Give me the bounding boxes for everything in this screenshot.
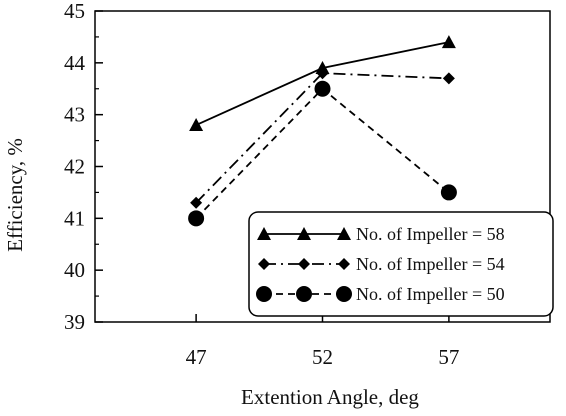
data-point-diamond <box>316 67 329 80</box>
legend-box <box>248 211 554 317</box>
y-tick-label: 45 <box>64 0 85 23</box>
data-point-triangle <box>441 35 456 49</box>
y-tick-label: 40 <box>64 258 85 282</box>
y-tick-label: 43 <box>64 103 85 127</box>
legend-marker-circle <box>336 286 352 302</box>
x-axis-title: Extention Angle, deg <box>241 385 419 409</box>
series-line <box>195 72 449 204</box>
y-tick-label: 41 <box>64 206 85 230</box>
axes: 39 40 41 42 43 44 45 47 52 57 <box>64 0 551 369</box>
y-tick-label: 44 <box>64 51 86 75</box>
series-layer <box>188 35 457 227</box>
legend: No. of Impeller = 58 No. of Impeller = 54… <box>248 211 554 317</box>
legend-item: No. of Impeller = 54 <box>258 254 505 274</box>
legend-marker-diamond <box>258 258 270 270</box>
series-diamond <box>190 67 455 209</box>
data-point-diamond <box>190 196 203 209</box>
legend-label: No. of Impeller = 58 <box>356 224 505 244</box>
data-point-circle <box>440 184 457 201</box>
legend-marker-diamond <box>338 258 350 270</box>
data-point-circle <box>314 80 331 97</box>
legend-item: No. of Impeller = 58 <box>257 224 505 244</box>
data-point-triangle <box>189 118 204 132</box>
legend-marker-triangle <box>297 227 311 240</box>
y-tick-label: 39 <box>64 310 85 334</box>
legend-marker-circle <box>256 286 272 302</box>
legend-label: No. of Impeller = 54 <box>356 254 505 274</box>
legend-marker-triangle <box>257 227 271 240</box>
y-tick-label: 42 <box>64 155 85 179</box>
legend-marker-triangle <box>337 227 351 240</box>
legend-item: No. of Impeller = 50 <box>256 284 505 304</box>
legend-marker-diamond <box>298 258 310 270</box>
x-tick-label: 57 <box>438 345 459 369</box>
legend-marker-circle <box>296 286 312 302</box>
series-circle <box>188 80 457 227</box>
legend-label: No. of Impeller = 50 <box>356 284 505 304</box>
y-axis-title: Efficiency, % <box>3 138 27 252</box>
x-tick-label: 52 <box>312 345 333 369</box>
x-tick-label: 47 <box>186 345 207 369</box>
data-point-diamond <box>442 72 455 85</box>
data-point-circle <box>188 210 205 227</box>
